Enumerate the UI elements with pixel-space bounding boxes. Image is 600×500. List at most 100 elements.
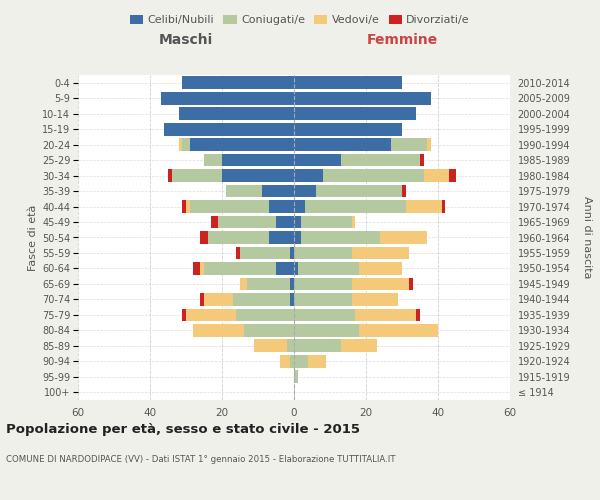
Bar xyxy=(406,200,442,213)
Bar xyxy=(294,293,352,306)
Bar xyxy=(352,246,409,260)
Bar xyxy=(305,200,406,213)
Bar xyxy=(294,123,402,136)
Bar xyxy=(294,184,316,198)
Bar xyxy=(200,231,208,244)
Bar xyxy=(352,278,409,290)
Bar xyxy=(208,231,269,244)
Bar xyxy=(269,200,294,213)
Bar xyxy=(420,154,424,166)
Bar xyxy=(294,370,298,383)
Bar xyxy=(427,138,431,151)
Bar xyxy=(204,154,222,166)
Bar xyxy=(294,278,352,290)
Bar xyxy=(179,108,294,120)
Bar xyxy=(211,216,218,228)
Bar xyxy=(254,340,287,352)
Bar xyxy=(233,293,290,306)
Bar xyxy=(290,278,294,290)
Bar xyxy=(442,200,445,213)
Y-axis label: Fasce di età: Fasce di età xyxy=(28,204,38,270)
Bar xyxy=(359,324,438,336)
Bar xyxy=(294,138,391,151)
Bar xyxy=(294,108,416,120)
Bar xyxy=(352,293,398,306)
Legend: Celibi/Nubili, Coniugati/e, Vedovi/e, Divorziati/e: Celibi/Nubili, Coniugati/e, Vedovi/e, Di… xyxy=(125,10,475,30)
Bar xyxy=(287,340,294,352)
Bar xyxy=(298,262,359,275)
Bar xyxy=(308,355,326,368)
Bar xyxy=(179,138,182,151)
Bar xyxy=(294,262,298,275)
Bar xyxy=(290,293,294,306)
Bar xyxy=(294,76,402,89)
Bar xyxy=(236,246,240,260)
Bar xyxy=(294,154,341,166)
Bar xyxy=(204,262,276,275)
Bar xyxy=(294,92,431,104)
Bar xyxy=(200,262,204,275)
Y-axis label: Anni di nascita: Anni di nascita xyxy=(581,196,592,279)
Bar xyxy=(402,184,406,198)
Bar xyxy=(294,231,301,244)
Bar xyxy=(247,278,290,290)
Bar xyxy=(244,324,294,336)
Bar xyxy=(424,169,449,182)
Bar xyxy=(262,184,294,198)
Text: COMUNE DI NARDODIPACE (VV) - Dati ISTAT 1° gennaio 2015 - Elaborazione TUTTITALI: COMUNE DI NARDODIPACE (VV) - Dati ISTAT … xyxy=(6,455,395,464)
Bar xyxy=(236,308,294,321)
Bar xyxy=(226,184,262,198)
Bar xyxy=(391,138,427,151)
Bar xyxy=(276,216,294,228)
Bar xyxy=(182,200,186,213)
Bar xyxy=(290,246,294,260)
Bar xyxy=(294,246,352,260)
Bar xyxy=(193,262,200,275)
Bar xyxy=(240,278,247,290)
Text: Femmine: Femmine xyxy=(367,34,437,48)
Bar xyxy=(276,262,294,275)
Bar xyxy=(341,154,420,166)
Bar xyxy=(294,355,308,368)
Bar xyxy=(161,92,294,104)
Bar xyxy=(168,169,172,182)
Bar xyxy=(323,169,424,182)
Bar xyxy=(240,246,290,260)
Bar xyxy=(222,169,294,182)
Bar xyxy=(316,184,402,198)
Bar xyxy=(380,231,427,244)
Bar xyxy=(280,355,290,368)
Bar xyxy=(172,169,222,182)
Bar xyxy=(294,324,359,336)
Bar xyxy=(190,200,269,213)
Bar xyxy=(359,262,402,275)
Bar xyxy=(186,200,190,213)
Bar xyxy=(190,138,294,151)
Bar xyxy=(416,308,420,321)
Bar xyxy=(355,308,416,321)
Bar xyxy=(341,340,377,352)
Bar xyxy=(301,216,352,228)
Bar xyxy=(222,154,294,166)
Bar xyxy=(294,169,323,182)
Bar xyxy=(200,293,204,306)
Bar xyxy=(449,169,456,182)
Bar xyxy=(186,308,236,321)
Bar xyxy=(294,308,355,321)
Bar xyxy=(182,138,190,151)
Bar xyxy=(182,76,294,89)
Text: Maschi: Maschi xyxy=(159,34,213,48)
Text: Popolazione per età, sesso e stato civile - 2015: Popolazione per età, sesso e stato civil… xyxy=(6,422,360,436)
Bar xyxy=(164,123,294,136)
Bar xyxy=(294,216,301,228)
Bar xyxy=(218,216,276,228)
Bar xyxy=(294,340,341,352)
Bar xyxy=(290,355,294,368)
Bar xyxy=(409,278,413,290)
Bar xyxy=(193,324,244,336)
Bar xyxy=(269,231,294,244)
Bar xyxy=(294,200,305,213)
Bar xyxy=(352,216,355,228)
Bar xyxy=(301,231,380,244)
Bar xyxy=(182,308,186,321)
